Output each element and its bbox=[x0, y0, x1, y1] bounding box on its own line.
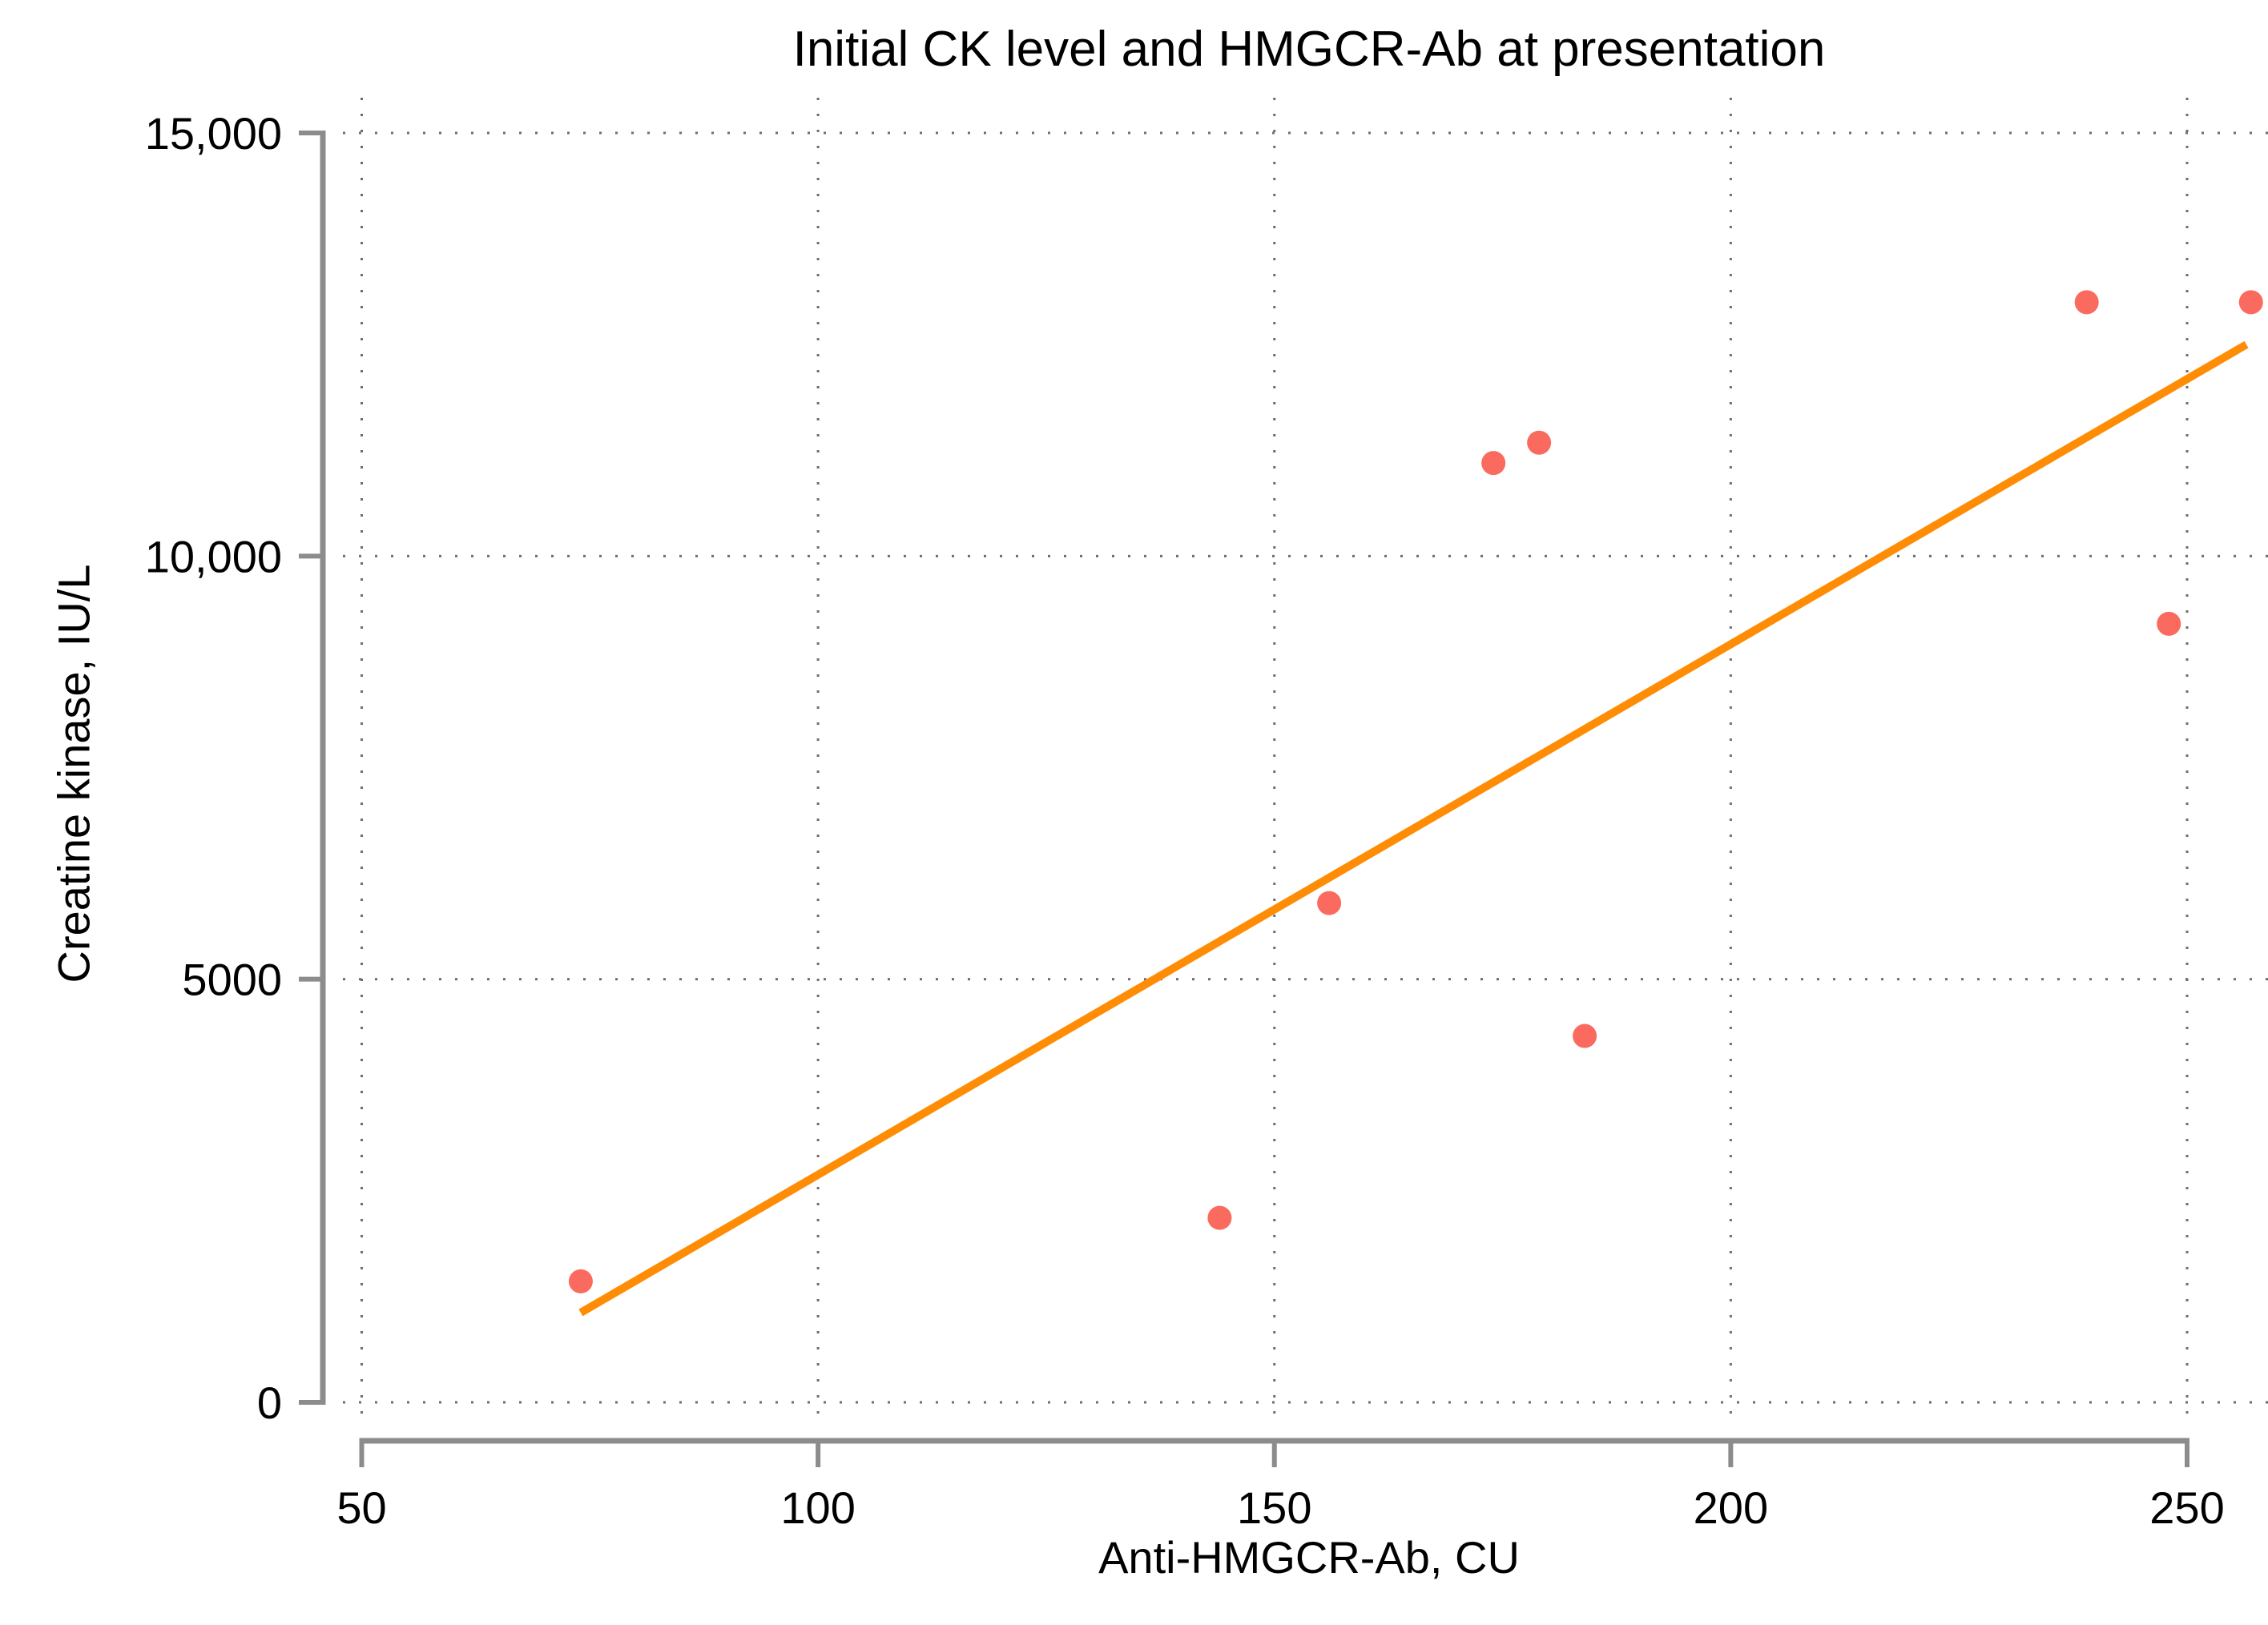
x-axis-title: Anti-HMGCR-Ab, CU bbox=[1098, 1532, 1520, 1583]
trend-line bbox=[578, 340, 2249, 1317]
data-point bbox=[2157, 611, 2181, 636]
data-point bbox=[1207, 1205, 1232, 1230]
plot-area: 0 5000 10,000 15,000 50 100 150 200 250 bbox=[145, 98, 2268, 1533]
y-tick-label: 5000 bbox=[182, 955, 282, 1005]
chart-title: Initial CK level and HMGCR-Ab at present… bbox=[792, 22, 1826, 77]
x-tick-label: 250 bbox=[2149, 1482, 2224, 1533]
data-point bbox=[1481, 451, 1506, 476]
x-tick-label: 100 bbox=[780, 1482, 855, 1533]
data-point bbox=[568, 1269, 593, 1293]
x-tick-label: 150 bbox=[1237, 1482, 1311, 1533]
data-point bbox=[2238, 290, 2263, 315]
y-tick-label: 0 bbox=[257, 1378, 282, 1428]
data-point bbox=[1573, 1024, 1597, 1048]
y-tick-label: 15,000 bbox=[145, 108, 282, 159]
x-tick-label: 200 bbox=[1694, 1482, 1768, 1533]
y-tick-label: 10,000 bbox=[145, 531, 282, 581]
data-point bbox=[1317, 891, 1342, 915]
data-point bbox=[2074, 290, 2099, 315]
ck-hmgcr-scatter-chart: Initial CK level and HMGCR-Ab at present… bbox=[32, 13, 2268, 1612]
x-tick-label: 50 bbox=[336, 1482, 386, 1533]
data-point bbox=[1527, 430, 1552, 455]
